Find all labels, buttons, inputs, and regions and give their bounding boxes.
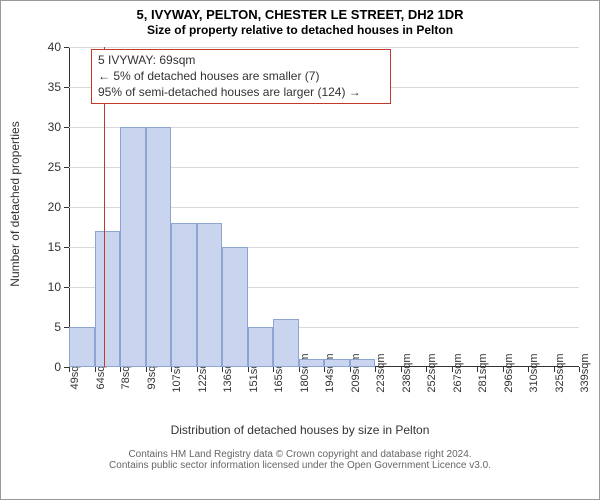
figure: 5, IVYWAY, PELTON, CHESTER LE STREET, DH… [0, 0, 600, 500]
gridline [69, 47, 579, 48]
callout-box: 5 IVYWAY: 69sqm ← 5% of detached houses … [91, 49, 391, 104]
histogram-bar [222, 247, 248, 367]
xtick-label: 310sqm [528, 353, 540, 392]
ytick-label: 20 [48, 200, 61, 214]
ytick-label: 25 [48, 160, 61, 174]
xtick-label: 252sqm [426, 353, 438, 392]
histogram-bar [171, 223, 197, 367]
attribution-line-2: Contains public sector information licen… [1, 460, 599, 471]
histogram-bar [120, 127, 146, 367]
y-axis-label: Number of detached properties [8, 44, 22, 364]
ytick [64, 127, 69, 128]
xtick-label: 223sqm [375, 353, 387, 392]
attribution: Contains HM Land Registry data © Crown c… [1, 449, 599, 471]
xtick-label: 281sqm [477, 353, 489, 392]
histogram-bar [69, 327, 95, 367]
callout-line-2: ← 5% of detached houses are smaller (7) [98, 68, 384, 84]
chart-subtitle: Size of property relative to detached ho… [1, 23, 599, 37]
xtick-label: 238sqm [401, 353, 413, 392]
histogram-bar [197, 223, 222, 367]
callout-line-1: 5 IVYWAY: 69sqm [98, 52, 384, 68]
xtick-label: 267sqm [452, 353, 464, 392]
ytick [64, 287, 69, 288]
ytick [64, 167, 69, 168]
histogram-bar [248, 327, 273, 367]
ytick [64, 247, 69, 248]
xtick-label: 296sqm [503, 353, 515, 392]
histogram-bar [146, 127, 171, 367]
xtick-label: 325sqm [554, 353, 566, 392]
attribution-line-1: Contains HM Land Registry data © Crown c… [1, 449, 599, 460]
histogram-bar [95, 231, 120, 367]
callout-line-3: 95% of semi-detached houses are larger (… [98, 84, 384, 100]
x-axis-label: Distribution of detached houses by size … [1, 423, 599, 437]
chart-title: 5, IVYWAY, PELTON, CHESTER LE STREET, DH… [1, 7, 599, 22]
ytick-label: 10 [48, 280, 61, 294]
ytick [64, 47, 69, 48]
xtick-label: 339sqm [579, 353, 591, 392]
ytick-label: 40 [48, 40, 61, 54]
histogram-bar [324, 359, 350, 367]
ytick [64, 207, 69, 208]
ytick [64, 87, 69, 88]
ytick-label: 5 [54, 320, 61, 334]
ytick-label: 15 [48, 240, 61, 254]
histogram-bar [350, 359, 375, 367]
ytick-label: 35 [48, 80, 61, 94]
ytick-label: 30 [48, 120, 61, 134]
histogram-bar [299, 359, 324, 367]
ytick-label: 0 [54, 360, 61, 374]
histogram-bar [273, 319, 299, 367]
